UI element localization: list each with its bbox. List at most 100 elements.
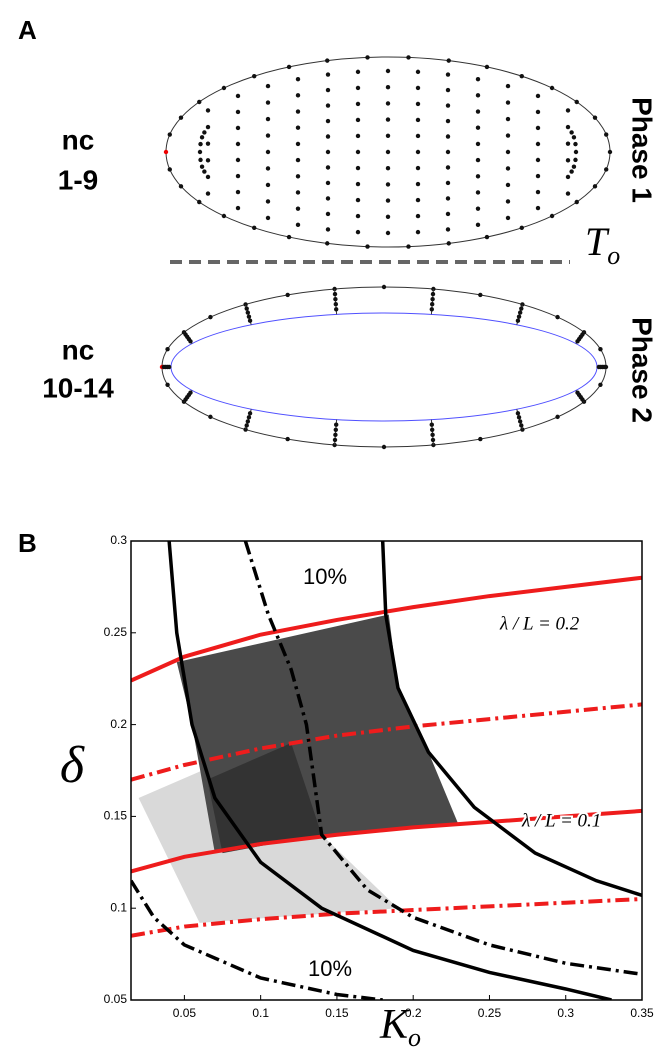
nucleus-dot — [505, 182, 511, 188]
nucleus-dot — [355, 181, 361, 187]
nucleus-dot — [246, 415, 252, 420]
stage-label: 1-9 — [58, 164, 98, 195]
nucleus-dot — [475, 76, 481, 82]
nucleus-dot — [574, 99, 579, 105]
nucleus-dot — [519, 306, 524, 311]
nucleus-dot — [575, 390, 580, 395]
x-tick-label: 0.35 — [630, 1006, 654, 1020]
nucleus-dot — [208, 414, 213, 420]
nucleus-dot — [365, 55, 370, 60]
x-axis-label: Ko — [379, 1002, 421, 1050]
nucleus-dot — [205, 124, 211, 130]
nucleus-dot — [445, 103, 451, 108]
plot-area — [131, 541, 642, 1000]
nucleus-dot — [475, 93, 481, 98]
stage-label: nc — [62, 124, 95, 155]
y-tick-label: 0.2 — [110, 717, 127, 731]
nucleus-dot — [265, 166, 271, 171]
x-tick-label: 0.3 — [557, 1006, 574, 1020]
nucleus-dot — [385, 198, 391, 203]
nucleus-dot — [430, 437, 436, 443]
nucleus-dot — [178, 115, 184, 120]
x-tick-label: 0.15 — [325, 1006, 349, 1020]
nucleus-dot — [265, 83, 271, 89]
nucleus-dot — [381, 444, 387, 450]
nucleus-dot — [197, 99, 202, 105]
nucleus-dot — [535, 189, 541, 195]
nucleus-dot — [188, 339, 193, 344]
nucleus-dot — [565, 158, 571, 163]
nucleus-dot — [235, 93, 241, 99]
nucleus-dot — [385, 85, 391, 90]
nucleus-dot — [565, 108, 571, 113]
nucleus-dot — [505, 199, 511, 204]
nucleus-dot — [355, 85, 361, 91]
nucleus-dot — [549, 213, 555, 219]
nucleus-dot — [355, 197, 361, 203]
nucleus-dot — [415, 197, 421, 203]
nucleus-dot — [285, 436, 290, 442]
nucleus-dot — [535, 109, 541, 115]
nucleus-dot — [208, 314, 213, 320]
nucleus-dot — [265, 116, 271, 122]
nucleus-dot — [565, 174, 571, 180]
contour-line — [131, 575, 642, 683]
feasible-region — [138, 764, 398, 923]
nucleus-dot — [188, 390, 193, 395]
nucleus-dot — [596, 364, 601, 370]
nucleus-dot — [571, 135, 577, 140]
nucleus-dot — [221, 213, 227, 219]
nucleus-dot — [429, 302, 435, 307]
nucleus-dot — [406, 244, 411, 249]
nucleus-dot — [478, 436, 483, 442]
nucleus-dot — [246, 314, 252, 319]
contour-line — [243, 541, 642, 977]
nucleus-dot — [505, 149, 511, 155]
nucleus-dot — [252, 225, 257, 231]
panel-label: B — [18, 528, 37, 558]
nucleus-dot — [325, 211, 331, 217]
x-axis-subscript: o — [408, 1023, 421, 1050]
nucleus-dot — [197, 149, 203, 155]
nucleus-dot — [565, 141, 571, 146]
nucleus-dot — [475, 190, 481, 195]
nucleus-dot — [475, 125, 481, 130]
nucleus-dot — [549, 85, 555, 91]
y-axis-label: δ — [60, 737, 85, 794]
x-tick-label: 0.25 — [478, 1006, 502, 1020]
nucleus-dot — [198, 141, 203, 147]
nucleus-dot — [592, 184, 598, 189]
nucleus-dot — [265, 149, 271, 155]
nucleus-dot — [475, 174, 481, 179]
nucleus-dot — [198, 157, 203, 163]
nucleus-dot — [199, 164, 205, 169]
nucleus-dot — [221, 85, 227, 91]
nucleus-dot — [325, 149, 331, 155]
nucleus-dot — [295, 125, 301, 130]
nucleus-dot — [517, 419, 523, 424]
nucleus-dot — [516, 314, 522, 319]
nucleus-dot — [202, 130, 207, 135]
nucleus-dot — [199, 135, 205, 140]
nucleus-dot — [334, 307, 339, 312]
nucleus-dot — [247, 318, 253, 323]
nucleus-dot — [415, 181, 421, 187]
nucleus-dot — [516, 415, 522, 420]
nucleus-dot — [415, 69, 421, 75]
nucleus-dot — [355, 149, 361, 155]
nucleus-dot — [325, 241, 330, 246]
nucleus-dot — [235, 173, 241, 179]
nucleus-dot — [332, 437, 338, 443]
contour-line — [131, 879, 383, 1000]
annotation: 10% — [308, 956, 352, 981]
nucleus-dot — [415, 229, 421, 235]
nucleus-dot — [245, 310, 251, 315]
nucleus-dot — [505, 116, 511, 122]
nucleus-dot — [565, 124, 571, 130]
nucleus-dot — [573, 141, 578, 147]
nucleus-dot — [332, 291, 338, 297]
nucleus-dot — [295, 157, 301, 163]
nucleus-dot — [325, 134, 331, 139]
nucleus-dot — [598, 382, 603, 388]
